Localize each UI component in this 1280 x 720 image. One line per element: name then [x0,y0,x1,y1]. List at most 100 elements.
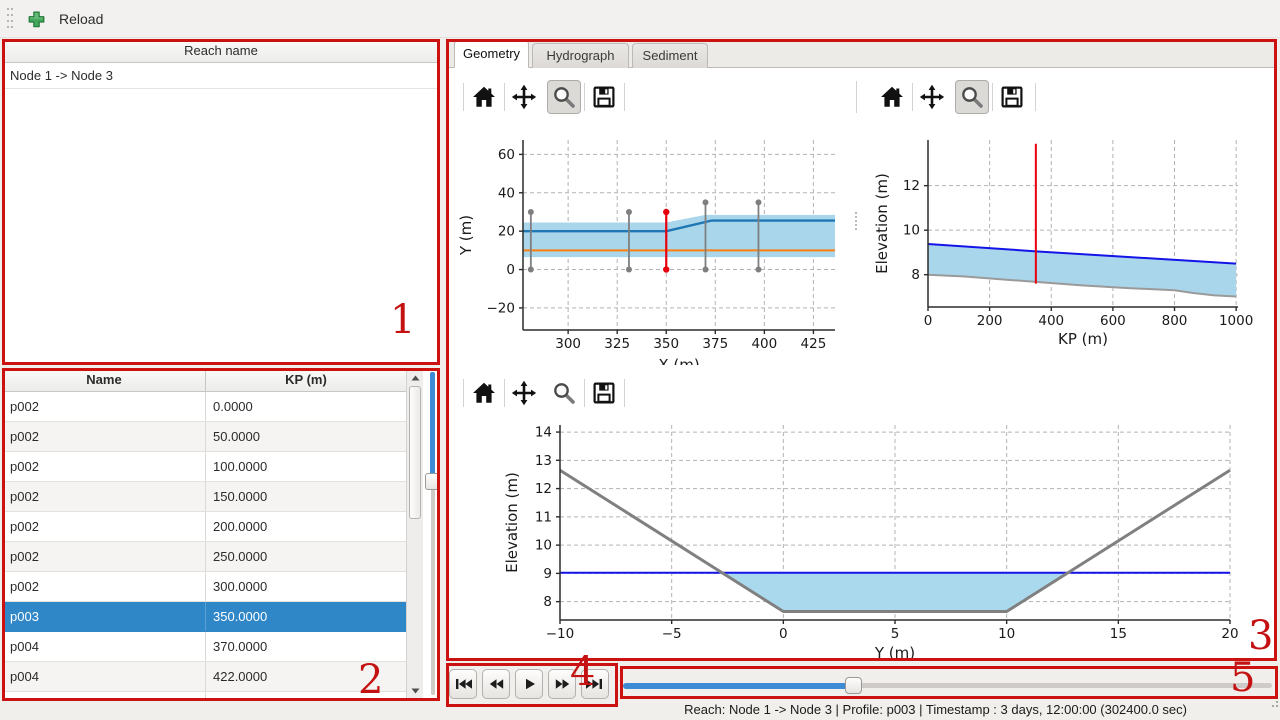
pan-icon [511,380,537,406]
save-button[interactable] [587,80,621,114]
tab-sediment[interactable]: Sediment [632,43,708,68]
scroll-up-button[interactable] [408,370,423,385]
pan-button[interactable] [507,376,541,410]
skip-to-start-button[interactable] [449,669,477,699]
status-text: Reach: Node 1 -> Node 3 | Profile: p003 … [684,702,1187,717]
save-button[interactable] [587,376,621,410]
table-row[interactable]: p002 100.0000 [3,452,406,482]
table-cell: 370.0000 [213,639,268,654]
home-button[interactable] [875,80,909,114]
skip-to-end-button[interactable] [581,669,609,699]
profile-table: Name KP (m) p002 0.0000 p002 50.0000 p002 100… [3,369,406,699]
table-row[interactable]: p002 200.0000 [3,512,406,542]
table-cell: 300.0000 [213,579,268,594]
step-forward-button[interactable] [548,669,576,699]
toolbar-separator [504,83,505,111]
reload-label: Reload [59,11,104,27]
play-button[interactable] [515,669,543,699]
table-row[interactable] [3,692,406,699]
home-button[interactable] [467,80,501,114]
zoom-button[interactable] [955,80,989,114]
table-row[interactable]: p004 370.0000 [3,632,406,662]
save-icon [593,382,615,404]
toolbar-separator [584,83,585,111]
skip-to-start-icon [456,679,472,689]
pan-icon [511,84,537,110]
slider-handle[interactable] [425,473,439,490]
toolbar-separator [856,81,857,113]
slider-groove[interactable] [623,683,1272,688]
svg-text:40: 40 [498,185,515,201]
table-row[interactable]: p002 300.0000 [3,572,406,602]
profile-position-slider[interactable] [425,369,439,699]
toolbar-drag-handle[interactable] [7,8,9,10]
toolbar-separator [912,83,913,111]
zoom-button[interactable] [547,80,581,114]
svg-text:1000: 1000 [1219,313,1253,329]
plot-toolbar-top [447,80,1276,114]
table-row[interactable]: p004 422.0000 [3,662,406,692]
table-cell: 200.0000 [213,519,268,534]
table-row[interactable]: p002 150.0000 [3,482,406,512]
svg-text:14: 14 [535,425,552,441]
svg-text:800: 800 [1162,313,1188,329]
tab-hydrograph[interactable]: Hydrograph [532,43,629,68]
pan-icon [919,84,945,110]
column-header-name[interactable]: Name [3,369,206,392]
svg-text:200: 200 [977,313,1003,329]
column-header-kp[interactable]: KP (m) [206,369,406,392]
table-cell: p002 [3,512,206,541]
step-backward-button[interactable] [482,669,510,699]
zoom-icon [962,87,983,108]
longitudinal-profile-plot[interactable]: 0 200 400 600 800 1000 8 10 12 KP (m) Elevation (m… [862,118,1277,365]
pan-button[interactable] [915,80,949,114]
play-icon [526,678,535,690]
time-slider[interactable] [620,666,1278,699]
table-cell: p002 [3,422,206,451]
splitter-handle[interactable] [855,212,857,214]
table-cell: p002 [3,542,206,571]
table-cell: 250.0000 [213,549,268,564]
slider-groove[interactable] [431,373,435,695]
table-cell: p004 [3,662,206,691]
x-axis-label: KP (m) [1058,330,1108,348]
table-row[interactable]: p002 0.0000 [3,392,406,422]
svg-text:60: 60 [498,147,515,163]
table-cell: p002 [3,482,206,511]
svg-text:0: 0 [924,313,933,329]
svg-text:9: 9 [543,566,552,582]
svg-text:12: 12 [903,178,920,194]
slider-handle[interactable] [845,677,862,694]
toolbar-separator [584,379,585,407]
profile-table-body: p002 0.0000 p002 50.0000 p002 100.0000 p002 150… [3,392,406,692]
svg-text:325: 325 [604,336,630,352]
main-toolbar: Reload [0,0,1280,38]
table-scrollbar[interactable] [406,369,423,699]
table-cell: 100.0000 [213,459,268,474]
home-button[interactable] [467,376,501,410]
scroll-down-button[interactable] [408,683,423,698]
table-cell: p002 [3,392,206,421]
cross-section-plot[interactable]: −10 −5 0 5 10 15 20 8 9 10 11 12 13 14 Y (m) Elevation … [446,418,1275,658]
table-row[interactable]: p003 350.0000 [3,602,406,632]
reach-list-item[interactable]: Node 1 -> Node 3 [3,63,439,89]
reload-button[interactable]: Reload [18,4,113,34]
x-axis-label: Y (m) [874,644,915,658]
svg-text:−10: −10 [546,626,575,642]
save-icon [593,86,615,108]
plan-view-plot[interactable]: 300 325 350 375 400 425 −20 0 20 40 60 X (m) Y (m) [446,118,860,365]
table-row[interactable]: p002 250.0000 [3,542,406,572]
table-row[interactable]: p002 50.0000 [3,422,406,452]
table-cell: p004 [3,632,206,661]
save-button[interactable] [995,80,1029,114]
svg-text:15: 15 [1110,626,1127,642]
resize-grip[interactable] [1272,705,1274,707]
scrollbar-handle[interactable] [409,386,421,519]
plot-canvas-long: 0 200 400 600 800 1000 8 10 12 KP (m) Elevation (m… [873,140,1253,348]
pan-button[interactable] [507,80,541,114]
table-cell: 0.0000 [213,399,253,414]
tab-geometry[interactable]: Geometry [454,40,529,68]
zoom-button[interactable] [547,376,581,410]
svg-text:11: 11 [535,509,552,525]
home-icon [473,86,495,107]
